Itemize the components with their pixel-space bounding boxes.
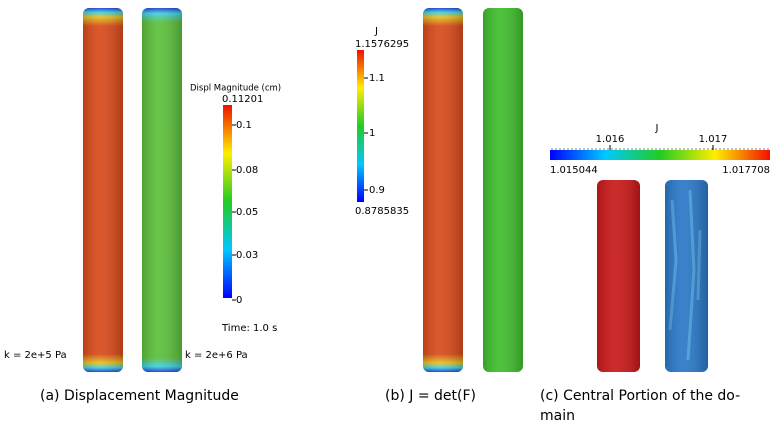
ticks: 1.1 1 0.9: [364, 73, 385, 196]
ticks: 0.1 0.08 0.05 0.03 0: [232, 120, 258, 306]
colorbar-max: 1.017708: [722, 165, 770, 176]
panel-b: J 1.1576295 1.1 1 0.9 0.8785835 (b) J = de…: [355, 8, 523, 404]
caption: (a) Displacement Magnitude: [40, 388, 239, 404]
colorbar: [223, 105, 232, 298]
tick-label: 1.1: [369, 73, 385, 84]
panel-c: J 1.016 1.017 1.015044 1.017708 (c) Centr…: [540, 123, 770, 424]
caption: (b) J = det(F): [385, 388, 476, 404]
caption: (c) Central Portion of the do-: [540, 388, 740, 404]
colorbar-max: 0.11201: [222, 94, 263, 105]
shading: [142, 8, 182, 372]
tick-label: 1: [369, 128, 375, 139]
caption: main: [540, 408, 575, 424]
colorbar: [550, 150, 770, 160]
figure: Displ Magnitude (cm) 0.11201 0.1 0.08 0.05…: [0, 0, 776, 425]
tick-label: 0.08: [236, 165, 258, 176]
tick-label: 0.9: [369, 185, 385, 196]
shading: [597, 180, 640, 372]
tick-label: 0: [236, 295, 242, 306]
time-label: Time: 1.0 s: [221, 323, 277, 334]
shading: [483, 8, 523, 372]
colorbar: [357, 50, 364, 202]
colorbar-title: Displ Magnitude (cm): [190, 84, 281, 94]
tick-label: 0.1: [236, 120, 252, 131]
tick-label: 1.016: [596, 134, 625, 145]
cylinder-label: k = 2e+6 Pa: [185, 350, 248, 361]
tick-label: 0.05: [236, 207, 258, 218]
colorbar-min: 0.8785835: [355, 206, 409, 217]
ticks: 1.016 1.017: [552, 134, 768, 150]
colorbar-min: 1.015044: [550, 165, 598, 176]
cylinder-label: k = 2e+5 Pa: [4, 350, 67, 361]
colorbar-title: J: [374, 26, 378, 37]
shading: [665, 180, 708, 372]
shading: [83, 8, 123, 372]
colorbar-max: 1.1576295: [355, 39, 409, 50]
panel-a: Displ Magnitude (cm) 0.11201 0.1 0.08 0.05…: [4, 8, 281, 404]
tick-label: 1.017: [699, 134, 728, 145]
colorbar-title: J: [655, 123, 659, 134]
shading: [423, 8, 463, 372]
tick-label: 0.03: [236, 250, 258, 261]
